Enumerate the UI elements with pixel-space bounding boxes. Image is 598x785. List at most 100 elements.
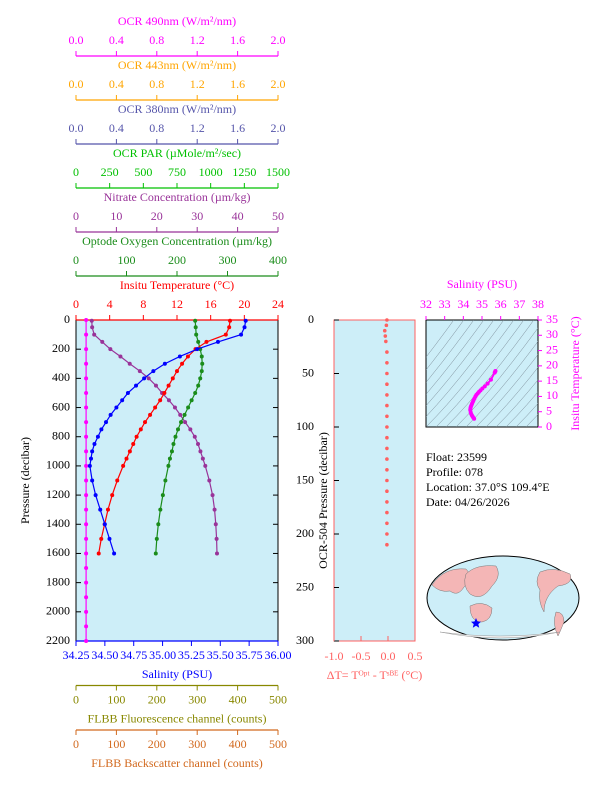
data-point: [148, 412, 153, 417]
axis-title: FLBB Fluorescence channel (counts): [88, 711, 267, 725]
x-tick-label: 34.50: [91, 648, 118, 662]
x-tick-label: 4: [107, 297, 113, 311]
info-line: Location: 37.0°S 109.4°E: [426, 480, 550, 494]
x-tick-label: 37: [513, 297, 525, 311]
data-point: [134, 383, 139, 388]
plot-area: [333, 319, 416, 642]
data-point: [180, 361, 185, 366]
x-tick-label: 36: [495, 297, 507, 311]
data-point: [243, 318, 248, 323]
x-tick-label: 0.0: [69, 33, 84, 47]
data-point: [131, 442, 136, 447]
data-point: [84, 434, 89, 439]
data-point: [203, 463, 208, 468]
data-point: [112, 551, 117, 556]
data-point: [99, 536, 104, 541]
data-point: [385, 542, 389, 547]
x-tick-label: 300: [188, 692, 206, 706]
data-point: [110, 493, 115, 498]
data-point: [196, 442, 201, 447]
density-contour: [475, 354, 538, 427]
data-point: [153, 383, 158, 388]
data-point: [186, 405, 191, 410]
x-tick-label: 1.2: [190, 121, 205, 135]
x-tick-label: 35.50: [207, 648, 234, 662]
data-point: [198, 449, 203, 454]
data-point: [151, 369, 156, 374]
data-point: [92, 332, 97, 337]
y-tick-label: 600: [52, 399, 70, 413]
data-point: [153, 551, 158, 556]
x-tick-label: 16: [205, 297, 217, 311]
map-land: [554, 611, 565, 637]
data-point: [167, 456, 172, 461]
x-tick-label: 300: [219, 253, 237, 267]
x-tick-label: 0.0: [381, 649, 396, 663]
y-tick-label: 100: [296, 419, 314, 433]
x-tick-label: 1000: [199, 165, 223, 179]
data-point: [95, 434, 100, 439]
x-tick-label: 35.25: [178, 648, 205, 662]
x-tick-label: 300: [188, 737, 206, 751]
y-tick-label: 1400: [46, 516, 70, 530]
data-point: [96, 551, 101, 556]
data-point: [189, 398, 194, 403]
y-tick-label: 0: [64, 312, 70, 326]
data-point: [84, 332, 89, 337]
data-point: [385, 371, 389, 376]
x-tick-label: 1500: [266, 165, 290, 179]
y-tick-label: 10: [546, 388, 558, 402]
x-tick-label: 40: [232, 209, 244, 223]
y-tick-label: 1200: [46, 487, 70, 501]
x-tick-label: -1.0: [325, 649, 344, 663]
x-tick-label: 400: [229, 692, 247, 706]
data-point: [163, 478, 168, 483]
data-point: [134, 434, 139, 439]
x-tick-label: 24: [272, 297, 284, 311]
y-tick-label: 5: [546, 403, 552, 417]
data-point: [485, 381, 490, 386]
x-tick-label: 1.2: [190, 77, 205, 91]
x-tick-label: 35: [476, 297, 488, 311]
data-point: [84, 522, 89, 527]
data-point: [196, 339, 201, 344]
density-contour: [426, 320, 455, 358]
data-point: [179, 420, 184, 425]
x-axis-title: ΔT= Tᴼᵖᵗ - Tˢᴮᴱ (°C): [327, 668, 423, 682]
data-point: [107, 536, 112, 541]
x-tick-label: 0: [73, 165, 79, 179]
x-tick-label: 100: [118, 253, 136, 267]
y-tick-label: 30: [546, 327, 558, 341]
x-tick-label: 0: [73, 692, 79, 706]
x-tick-label: 34.75: [120, 648, 147, 662]
data-point: [90, 325, 95, 330]
x-tick-label: 500: [134, 165, 152, 179]
data-point: [193, 325, 198, 330]
data-point: [171, 442, 176, 447]
data-point: [193, 318, 198, 323]
data-point: [200, 361, 205, 366]
data-point: [162, 390, 167, 395]
plot-area: [75, 319, 279, 642]
data-point: [124, 456, 129, 461]
x-tick-label: 0.8: [149, 121, 164, 135]
x-tick-label: 250: [101, 165, 119, 179]
world-map: [426, 555, 580, 641]
y-tick-label: 300: [296, 633, 314, 647]
density-contour: [505, 391, 538, 427]
axis-title: Optode Oxygen Concentration (µm/kg): [82, 234, 272, 248]
data-point: [200, 456, 205, 461]
data-point: [195, 347, 200, 352]
data-point: [192, 434, 197, 439]
data-point: [137, 369, 142, 374]
data-point: [492, 370, 497, 375]
data-point: [156, 522, 161, 527]
x-tick-label: 500: [269, 737, 287, 751]
data-point: [185, 354, 190, 359]
data-point: [125, 390, 130, 395]
data-point: [242, 325, 247, 330]
data-point: [98, 507, 103, 512]
x-tick-label: 0: [73, 297, 79, 311]
data-point: [488, 377, 493, 382]
x-tick-label: 8: [140, 297, 146, 311]
